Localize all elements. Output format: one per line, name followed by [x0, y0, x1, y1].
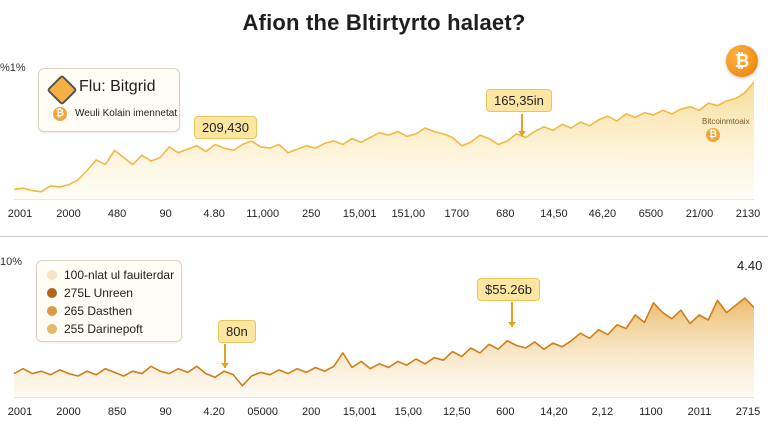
top-x-tick: 11,000: [246, 208, 280, 220]
bottom-x-tick: 2001: [7, 406, 33, 418]
bottom-legend: 100-nlat ul fauiterdar 275L Unreen 265 Das…: [36, 260, 182, 342]
legend-entry: 265 Dasthen: [47, 302, 174, 320]
top-x-tick: 6500: [638, 208, 664, 220]
bottom-area-fill: [14, 298, 754, 398]
bottom-x-tick: 15,00: [394, 406, 423, 418]
bottom-x-tick: 12,50: [443, 406, 471, 418]
bottom-x-tick: 15,001: [342, 406, 377, 418]
top-x-tick: 2130: [735, 208, 761, 220]
bottom-x-tick: 850: [107, 406, 127, 418]
legend-entry: 255 Darinepoft: [47, 320, 174, 338]
bottom-y-label: 10%: [0, 256, 23, 268]
top-y-label: %1%: [0, 62, 26, 74]
panel-divider: [0, 236, 768, 237]
cube-logo-icon: [46, 74, 78, 106]
bottom-x-tick: 2,12: [591, 406, 614, 418]
top-legend: Flu: Bitgrid ₿ Weuli Kolain imennetat: [38, 68, 180, 132]
top-x-tick: 250: [302, 208, 321, 220]
top-x-tick: 2000: [56, 208, 81, 220]
top-chart: [14, 81, 754, 200]
bottom-chart: [14, 297, 754, 398]
top-x-tick: 14,50: [540, 208, 568, 220]
legend-label: 275L Unreen: [64, 286, 133, 300]
bottom-x-tick: 1100: [639, 406, 663, 418]
bottom-callout-left: 80n: [218, 320, 256, 343]
chart-title: Afion the Bltirtyrto halaet?: [242, 10, 526, 35]
bitcoin-marker-icon: ₿: [706, 128, 720, 142]
legend-title: Flu: Bitgrid: [79, 78, 156, 95]
bitcoin-small-icon: ₿: [53, 107, 67, 121]
bottom-callout-arrow-right-head: [508, 322, 516, 327]
top-x-tick: 15,001: [342, 208, 377, 220]
top-x-tick: 680: [496, 208, 515, 220]
top-x-tick: 1700: [444, 208, 470, 220]
top-x-axis: 2001 2000 480 90 4.80 11,000 250 15,001 151,00 17…: [8, 208, 760, 222]
top-x-tick: 21/00: [685, 208, 714, 220]
bottom-callout-right: $55.26b: [477, 278, 540, 301]
top-x-tick: 151,00: [391, 208, 426, 220]
legend-entry: 100-nlat ul fauiterdar: [47, 266, 174, 284]
bottom-x-tick: 14,20: [540, 406, 568, 418]
bottom-x-axis: 2001 2000 850 90 4.20 05000 200 15,001 15,00 12,5…: [8, 406, 760, 420]
legend-swatch: [47, 288, 57, 298]
top-x-tick: 480: [107, 208, 127, 220]
bottom-callout-arrow-left-head: [221, 363, 229, 368]
legend-swatch: [47, 324, 57, 334]
top-callout-right: 165,35in: [486, 89, 552, 112]
legend-label: 100-nlat ul fauiterdar: [64, 268, 175, 282]
bottom-x-tick: 4.20: [203, 406, 225, 418]
bottom-series-line: [14, 297, 754, 387]
bottom-x-tick: 90: [159, 406, 172, 418]
bottom-x-tick: 05000: [247, 406, 278, 418]
top-series-line: [14, 81, 754, 193]
top-annotation: Bitcoinmtoaix: [702, 117, 750, 126]
legend-label: 255 Darinepoft: [64, 322, 143, 336]
top-x-tick: 90: [159, 208, 172, 220]
legend-entry: 275L Unreen: [47, 284, 174, 302]
legend-subtitle: Weuli Kolain imennetat: [75, 108, 178, 119]
bottom-x-tick: 600: [496, 406, 515, 418]
legend-swatch: [47, 306, 57, 316]
top-x-tick: 46,20: [588, 208, 617, 220]
top-callout-left: 209,430: [194, 116, 257, 139]
bitcoin-coin-icon: ₿: [726, 45, 758, 77]
bottom-x-tick: 2000: [56, 406, 81, 418]
bottom-corner-label: 4.40: [737, 258, 763, 273]
top-x-tick: 4.80: [203, 208, 225, 220]
bottom-x-tick: 2011: [687, 406, 712, 418]
bottom-x-tick: 200: [302, 406, 321, 418]
legend-label: 265 Dasthen: [64, 304, 133, 318]
top-x-tick: 2001: [7, 208, 33, 220]
legend-swatch: [47, 270, 57, 280]
bottom-x-tick: 2715: [735, 406, 761, 418]
top-callout-arrow-head: [518, 131, 526, 136]
top-area-fill: [14, 82, 754, 200]
